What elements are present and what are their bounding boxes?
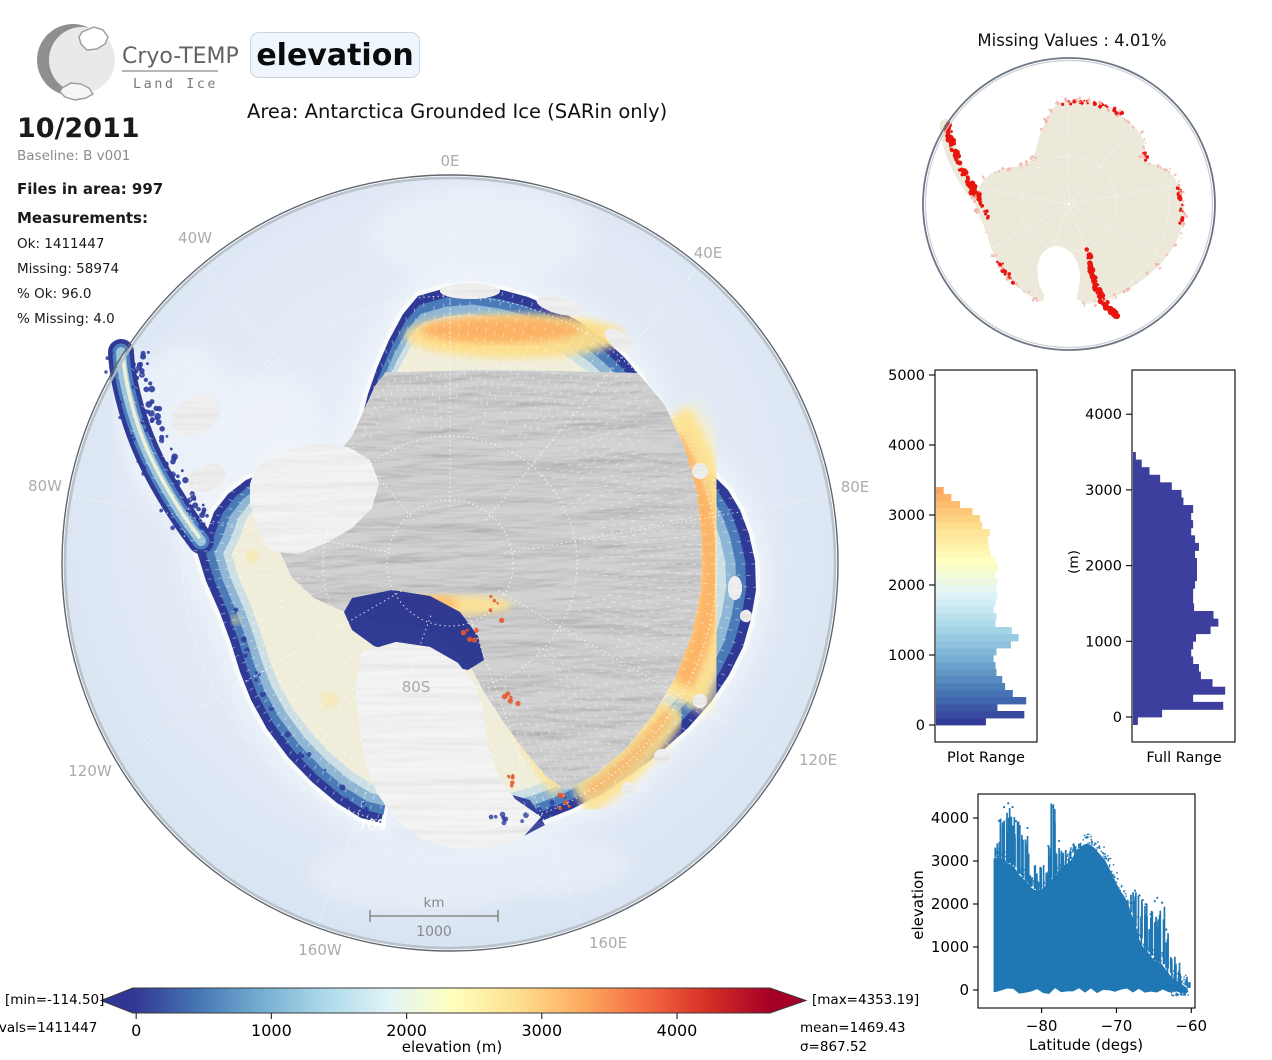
scale-bar-value: 1000 (416, 924, 452, 940)
svg-text:3000: 3000 (931, 852, 969, 870)
svg-text:0: 0 (916, 718, 925, 734)
grid-label-160w: 160W (298, 941, 342, 959)
cryo-tempo-logo: Cryo-TEMPO Land Ice (37, 24, 240, 101)
minimap-rim-outer (922, 57, 1216, 351)
grid-label-120e: 120E (799, 751, 837, 769)
lat-label-80s: 80S (402, 678, 431, 696)
coastal-islands (104, 350, 567, 826)
logo-greenland-outline (78, 26, 109, 51)
svg-text:3000: 3000 (1085, 483, 1122, 499)
antarctica-elevation-map: 0E 40E 80E 120E 160E 160W 120W 80W 40W 8… (28, 152, 870, 959)
colorbar-over-arrow (770, 988, 806, 1013)
elevation-vs-latitude-plot: −80 −70 −60 0 1000 2000 3000 4000 elevation Lat… (909, 793, 1207, 1054)
files-in-area: Files in area: 997 (17, 180, 164, 198)
logo-subtitle: Land Ice (133, 76, 218, 92)
svg-text:−60: −60 (1175, 1017, 1207, 1035)
grid-label-160e: 160E (589, 934, 627, 952)
missing-count: Missing: 58974 (17, 261, 120, 277)
svg-text:4000: 4000 (888, 438, 925, 454)
plot-range-axes (934, 369, 1038, 743)
scale-bar-unit: km (424, 895, 445, 911)
map-rim-outer (61, 174, 839, 952)
svg-text:2000: 2000 (386, 1021, 427, 1040)
variable-chip: elevation (250, 32, 420, 78)
scatter-xlabel: Latitude (degs) (1029, 1036, 1143, 1054)
colorbar-axis-label: elevation (m) (402, 1038, 503, 1056)
logo-title: Cryo-TEMPO (122, 44, 240, 69)
map-rim-inner (63, 176, 837, 950)
pct-ok: % Ok: 96.0 (17, 286, 92, 302)
high-elevation-band (145, 314, 748, 816)
ronne-ice-shelf (250, 444, 379, 554)
grid-label-0e: 0E (440, 152, 459, 170)
minimap-rim-inner (924, 59, 1214, 349)
elevation-colorbar: 0 1000 2000 3000 4000 [min=-114.50] n vals=1… (0, 987, 919, 1056)
colorbar-min-label: [min=-114.50] (5, 992, 104, 1008)
ok-count: Ok: 1411447 (17, 236, 105, 252)
svg-text:2000: 2000 (888, 578, 925, 594)
elevation-histograms: 0 1000 2000 3000 4000 5000 0 1000 2000 3000 4000 P… (888, 368, 1236, 766)
graticule (69, 177, 831, 926)
ice-shelves (171, 283, 752, 849)
svg-text:2000: 2000 (1085, 559, 1122, 575)
date-label: 10/2011 (17, 113, 140, 144)
svg-text:2000: 2000 (931, 895, 969, 913)
lat-label-70s: 70S (358, 816, 387, 834)
plot-range-title: Plot Range (947, 750, 1025, 766)
full-range-title: Full Range (1146, 750, 1221, 766)
colorbar-border (99, 987, 808, 1014)
colorbar-max-label: [max=4353.19] (812, 992, 919, 1008)
colorbar-nvals-label: n vals=1411447 (0, 1020, 97, 1036)
measurements-heading: Measurements: (17, 209, 148, 227)
missing-values-map: Missing Values : 4.01% (922, 31, 1216, 351)
svg-text:−80: −80 (1026, 1017, 1058, 1035)
baseline-label: Baseline: B v001 (17, 148, 131, 164)
svg-text:−70: −70 (1101, 1017, 1133, 1035)
hillshade-interior (280, 370, 702, 790)
orange-speckles (460, 594, 571, 811)
colorbar-under-arrow (101, 988, 133, 1013)
info-panel: 10/2011 Baseline: B v001 Files in area: … (17, 113, 247, 328)
svg-text:0: 0 (959, 981, 969, 999)
svg-text:5000: 5000 (888, 368, 925, 384)
missing-values-title: Missing Values : 4.01% (977, 31, 1166, 50)
svg-text:1000: 1000 (251, 1021, 292, 1040)
colorbar-sigma-label: σ=867.52 (800, 1039, 867, 1055)
svg-text:1000: 1000 (931, 938, 969, 956)
svg-text:4000: 4000 (1085, 407, 1122, 423)
svg-text:4000: 4000 (931, 809, 969, 827)
svg-text:1000: 1000 (888, 648, 925, 664)
area-label: Area: Antarctica Grounded Ice (SARin onl… (247, 100, 668, 123)
svg-text:0: 0 (131, 1021, 141, 1040)
svg-text:3000: 3000 (888, 508, 925, 524)
grid-label-80w: 80W (28, 477, 62, 495)
svg-text:0: 0 (1113, 710, 1122, 726)
grid-label-120w: 120W (68, 762, 112, 780)
full-range-axes (1131, 369, 1236, 743)
variable-chip-label: elevation (256, 37, 414, 73)
grid-label-40e: 40E (694, 244, 723, 262)
svg-text:4000: 4000 (657, 1021, 698, 1040)
logo-antarctica-outline (59, 82, 94, 101)
antarctic-peninsula (108, 339, 214, 554)
colorbar-mean-label: mean=1469.43 (800, 1020, 905, 1036)
full-range-ylabel: (m) (1066, 550, 1082, 574)
scatter-axes (977, 793, 1196, 1009)
grid-label-80e: 80E (841, 478, 870, 496)
grid-label-40w: 40W (178, 229, 212, 247)
scatter-ylabel: elevation (909, 870, 927, 939)
ross-ice-shelf (356, 642, 541, 849)
svg-text:3000: 3000 (521, 1021, 562, 1040)
svg-text:1000: 1000 (1085, 634, 1122, 650)
pct-missing: % Missing: 4.0 (17, 311, 115, 327)
scale-bar: km 1000 (369, 895, 499, 940)
colorbar-gradient (133, 988, 770, 1013)
